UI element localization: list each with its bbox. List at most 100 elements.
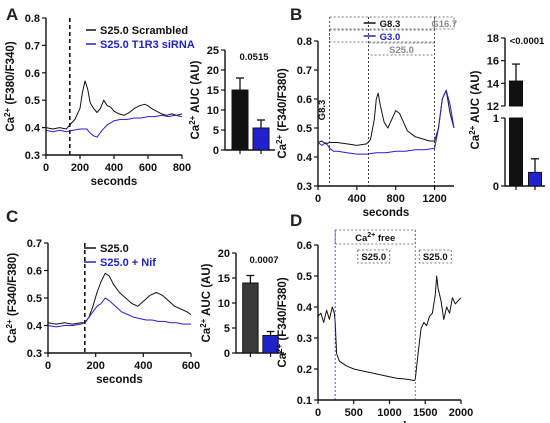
x-tick-label: 1200 [422,193,446,205]
y-tick-label: 10 [218,298,230,310]
y-tick-label: 20 [218,248,230,260]
ylabel-rest: AUC (AU) [190,60,202,115]
ylabel-main: Ca [470,134,482,149]
x-axis-title: seconds [91,176,138,188]
series-line-1 [45,114,183,138]
y-tick-label: 0.6 [297,94,312,106]
ylabel-sup: 2+ [5,319,14,328]
y-axis-title: Ca2+ AUC (AU) [468,70,482,149]
y-tick-label: 0.1 [297,395,312,407]
panel-letter-b: B [290,5,302,24]
ylabel-sup: 2+ [275,344,284,353]
panel-letter-d: D [290,211,302,230]
ylabel-main: Ca [277,352,289,367]
y-tick-label: 0 [493,181,499,193]
bar-0-upper [509,80,523,107]
y-tick-label: 14 [487,78,500,90]
y-tick-label: 0.2 [297,364,312,376]
y-tick-label: 0.8 [25,13,40,25]
ylabel-main: Ca [7,328,19,343]
ca-free-sup: 2+ [367,232,375,239]
ylabel-sup: 2+ [468,125,477,134]
x-axis-title: seconds [366,421,413,423]
y-axis-title: Ca2+ (F340/F380) [275,277,289,367]
x-axis-title: seconds [96,374,143,386]
y-tick-label: 0.7 [27,238,42,250]
x-tick-label: 0 [315,407,321,419]
p-value: 0.0515 [239,52,269,63]
ylabel-main: Ca [277,143,289,158]
side-condition-label: G8.3 [317,100,328,121]
bar-0 [231,89,249,151]
ca-free-main: Ca [355,233,368,244]
p-value: 0.0007 [249,255,278,266]
y-tick-label: 20 [207,65,219,77]
ylabel-sup: 2+ [3,108,12,117]
panel-a-trace: 0.3 0.4 0.5 0.6 0.7 0.8 0 200 400 600 800 seconds Ca… [3,13,195,188]
y-tick-label: 0.6 [27,266,42,278]
ylabel-rest: (F340/F380) [277,68,289,135]
y-tick-label: 15 [207,85,219,97]
x-tick-label: 800 [387,193,405,205]
ca-free-label: Ca2+ free [355,232,395,244]
ylabel-rest: (F380/F340) [5,41,17,108]
x-tick-label: 800 [173,162,191,174]
series-line-0 [317,275,462,381]
y-axis-title: Ca2+ AUC (AU) [199,263,213,342]
series-line-0 [317,89,455,146]
ca-free-rest: free [375,233,395,244]
x-axis-title: seconds [363,207,410,219]
y-tick-label: 0.5 [27,293,42,305]
ylabel-sup: 2+ [199,318,208,327]
y-tick-label: 10 [207,105,219,117]
ylabel-main: Ca [190,124,202,139]
y-tick-label: 0.6 [25,68,40,80]
ylabel-rest: (F340/F380) [277,277,289,344]
x-tick-label: 2000 [449,407,473,419]
bar-1 [528,171,542,187]
series-line-1 [317,89,455,155]
bar-0 [242,282,259,354]
condition-label-3: G16.7 [431,19,457,30]
x-tick-label: 400 [134,360,152,372]
series-line-1 [47,297,191,328]
y-tick-label: 0.7 [297,65,312,77]
x-tick-label: 600 [139,162,157,174]
x-tick-label: 1000 [377,407,401,419]
y-tick-label: 0.5 [297,123,312,135]
y-tick-label: 0.3 [297,333,312,345]
y-tick-label: 0.4 [297,152,313,164]
y-tick-label: 12 [487,101,499,113]
condition-box-0 [329,16,435,30]
y-axis-title: Ca2+ AUC (AU) [188,60,202,139]
y-axis-title: Ca2+ (F380/F340) [3,41,17,131]
condition-box-2 [368,42,435,56]
stimulus-box-1 [418,249,452,264]
y-tick-label: 0.4 [27,321,43,333]
y-tick-label: 0.3 [25,150,40,162]
y-tick-label: 15 [218,273,230,285]
y-tick-label: 16 [487,56,499,68]
stimulus-box-0 [357,249,391,264]
x-tick-label: 400 [348,193,366,205]
stimulus-label-0: S25.0 [361,252,386,263]
y-tick-label: 0.5 [25,95,40,107]
x-tick-label: 500 [345,407,363,419]
ylabel-main: Ca [201,327,213,342]
ylabel-sup: 2+ [188,115,197,124]
y-tick-label: 0.8 [297,36,312,48]
legend-label-1: S25.0 T1R3 siRNA [100,39,195,51]
x-tick-label: 0 [43,162,49,174]
legend-label-0: S25.0 Scrambled [100,25,188,37]
y-tick-label: 0.5 [297,271,312,283]
legend-label-1: S25.0 + Nif [100,257,156,269]
y-tick-label: 1 [493,113,499,125]
ylabel-rest: AUC (AU) [470,70,482,125]
condition-label-0: G8.3 [380,19,401,30]
panel-b-bar: 12 14 16 18 0 1 <0.0001 Ca2+ AUC (AU) [468,33,545,193]
condition-box-1 [329,29,435,43]
ca-free-box [334,229,416,245]
x-tick-label: 0 [45,360,51,372]
series-line-0 [47,272,192,325]
